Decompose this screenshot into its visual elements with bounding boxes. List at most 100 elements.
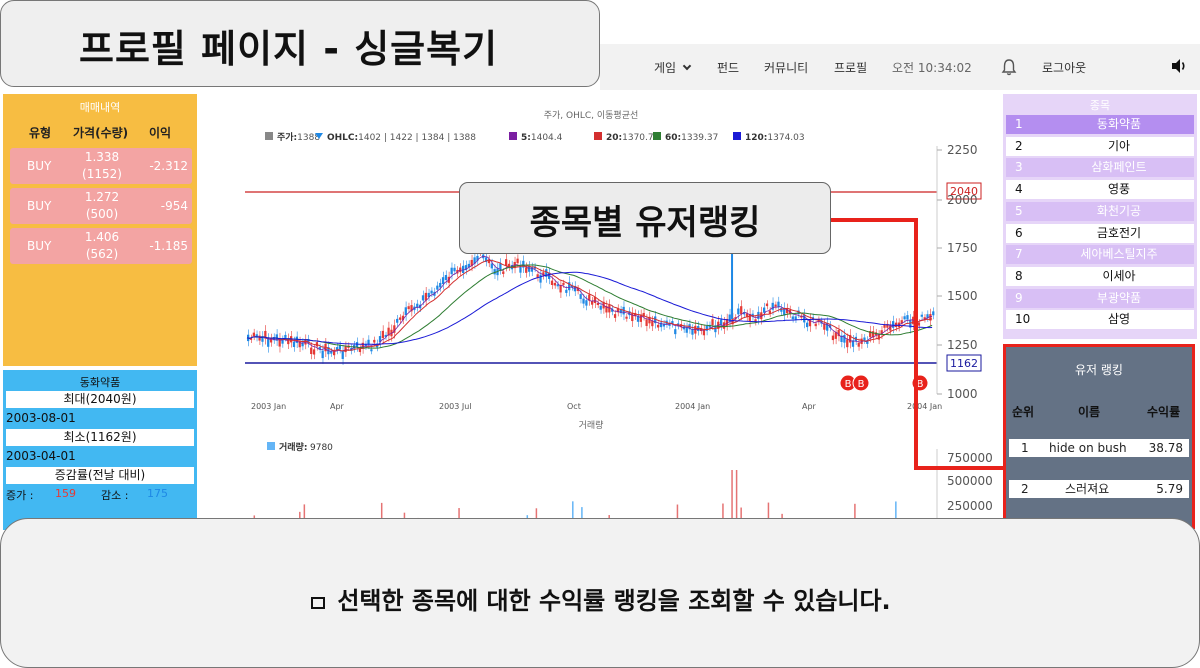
nav-profile[interactable]: 프로필	[834, 61, 868, 75]
candle-body	[734, 317, 737, 320]
candle-body	[708, 324, 711, 328]
y-tick-label: 1750	[947, 241, 978, 255]
candle-body	[261, 336, 264, 342]
nav-game[interactable]: 게임	[654, 59, 692, 76]
stock-info-panel: 동화약품 최대(2040원) 2003-08-01 최소(1162원) 2003…	[3, 370, 197, 530]
candle-body	[292, 341, 296, 348]
stock-list-item[interactable]: 4 영풍	[1006, 180, 1194, 200]
x-tick-label: Apr	[802, 402, 817, 411]
stock-list-item[interactable]: 6 금호전기	[1006, 223, 1194, 243]
candle-body	[639, 315, 642, 322]
trade-profit: -1.185	[149, 239, 188, 253]
col-header-price: 가격(수량)	[73, 126, 129, 140]
trade-row[interactable]: BUY 1.406 (562) -1.185	[10, 228, 192, 264]
candle-body	[272, 336, 276, 341]
candle-body	[582, 298, 585, 304]
candle-body	[826, 323, 829, 331]
candle-body	[416, 303, 419, 308]
moving-average-line	[246, 264, 933, 349]
candle-body	[381, 330, 384, 339]
candle-body	[421, 295, 425, 301]
stock-list-item[interactable]: 3 삼화페인트	[1006, 158, 1194, 178]
nav-community[interactable]: 커뮤니티	[764, 61, 809, 75]
candle-body	[722, 322, 726, 329]
candle-body	[393, 325, 396, 333]
x-tick-label: 2003 Jan	[251, 402, 286, 411]
stock-list-item[interactable]: 7 세아베스틸지주	[1006, 245, 1194, 265]
candle-body	[361, 342, 364, 349]
stock-list-item[interactable]: 1 동화약품	[1006, 115, 1194, 134]
stock-list-item[interactable]: 5 화천기공	[1006, 201, 1194, 221]
candle-body	[525, 267, 528, 273]
nav-fund[interactable]: 펀드	[717, 61, 740, 75]
stock-list-item[interactable]: 10 삼영	[1006, 310, 1194, 330]
volume-bar	[722, 503, 724, 530]
stock-number: 10	[1015, 312, 1031, 327]
trade-type: BUY	[27, 239, 52, 253]
rank-return: 38.78	[1148, 441, 1183, 455]
candle-body	[613, 314, 617, 318]
ranking-row[interactable]: 1 hide on bush 38.78	[1009, 439, 1189, 457]
moving-average-line	[246, 256, 933, 352]
stock-number: 8	[1015, 268, 1023, 283]
candle-body	[720, 319, 723, 326]
candle-body	[903, 316, 906, 320]
volume-bar	[572, 501, 574, 530]
candle-body	[473, 257, 476, 264]
volume-tick-label: 500000	[947, 474, 993, 488]
candle-body	[398, 317, 402, 320]
legend-label: 60:1339.37	[665, 133, 718, 143]
ranking-row[interactable]: 2 스러져요 5.79	[1009, 480, 1189, 498]
chart-title: 주가, OHLC, 이동평균선	[544, 110, 639, 121]
candle-body	[470, 259, 473, 267]
trade-row[interactable]: BUY 1.338 (1152) -2.312	[10, 148, 192, 184]
candle-body	[464, 265, 468, 271]
candle-body	[545, 269, 548, 277]
stock-list-item[interactable]: 8 이세아	[1006, 266, 1194, 286]
candle-body	[920, 314, 923, 317]
bell-icon[interactable]	[1001, 58, 1017, 79]
decrease-value: 175	[147, 487, 168, 500]
stock-name: 삼화페인트	[1091, 160, 1147, 175]
ranking-callout: 종목별 유저랭킹	[459, 182, 831, 254]
candle-body	[791, 316, 794, 320]
candle-body	[748, 314, 751, 322]
candle-body	[806, 322, 809, 328]
candle-body	[527, 266, 531, 272]
volume-bar	[735, 470, 738, 530]
stock-name: 부광약품	[1096, 290, 1142, 305]
candle-body	[857, 342, 860, 347]
stock-chart[interactable]: 주가, OHLC, 이동평균선 주가:1388 OHLC:1402 | 1422 …	[197, 94, 1003, 530]
legend-swatch	[653, 132, 661, 140]
stock-list-title: 종목	[1089, 99, 1111, 112]
stock-list-item[interactable]: 2 기아	[1006, 136, 1194, 156]
candle-body	[654, 316, 657, 324]
candle-body	[441, 277, 445, 285]
candle-body	[570, 285, 574, 288]
candle-body	[645, 319, 648, 326]
trade-row[interactable]: BUY 1.272 (500) -954	[10, 188, 192, 224]
stock-number: 5	[1015, 203, 1023, 218]
candle-body	[490, 263, 493, 269]
stock-number: 1	[1015, 117, 1023, 131]
nav-logout[interactable]: 로그아웃	[1042, 61, 1087, 75]
trade-profit: -2.312	[149, 159, 188, 173]
candle-body	[284, 334, 287, 338]
speaker-icon[interactable]	[1170, 58, 1188, 77]
candle-body	[823, 323, 826, 330]
stock-name: 삼영	[1107, 312, 1131, 327]
candle-body	[341, 351, 344, 359]
stock-list-item[interactable]: 9 부광약품	[1006, 288, 1194, 308]
stock-change-label: 증감률(전날 대비)	[6, 467, 194, 484]
max-marker: 2040	[950, 185, 978, 198]
candle-body	[611, 308, 614, 312]
stock-name: 화천기공	[1096, 203, 1142, 218]
candle-body	[505, 259, 508, 266]
candle-body	[484, 257, 488, 263]
candle-body	[777, 301, 780, 308]
description-callout: 선택한 종목에 대한 수익률 랭킹을 조회할 수 있습니다.	[0, 518, 1200, 668]
price-chart-svg[interactable]: 주가, OHLC, 이동평균선 주가:1388 OHLC:1402 | 1422 …	[197, 94, 1003, 530]
candle-body	[367, 339, 370, 345]
rank-user: hide on bush	[1049, 441, 1127, 455]
candle-body	[269, 337, 273, 343]
